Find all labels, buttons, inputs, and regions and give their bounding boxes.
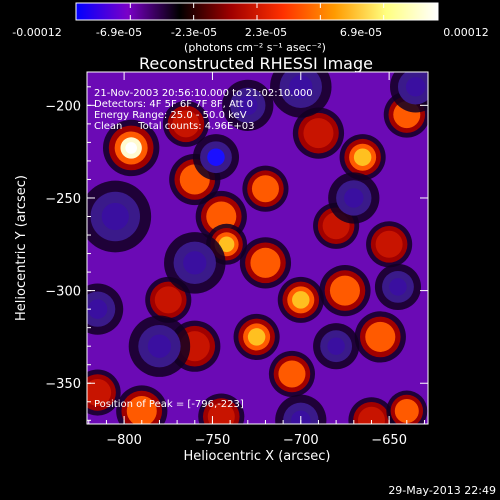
y-tick-label: −250 [45,192,81,207]
heatmap-blob [247,328,266,346]
heatmap-blob [238,95,258,116]
heatmap-blob [405,77,426,97]
heatmap-blob [283,365,301,383]
heatmap-blob [172,110,200,138]
heatmap-blob [101,202,129,231]
x-axis-label: Heliocentric X (arcsec) [184,449,331,464]
colorbar-tick-label: 0.00012 [443,26,489,39]
heatmap-blob [303,118,334,149]
heatmap-blob-peak [125,142,138,154]
peak-position-label: Position of Peak = [-796,-223] [94,399,244,410]
colorbar-tick-label: -6.9e-05 [96,26,142,39]
colorbar-tick-label: -0.00012 [12,26,61,39]
y-axis-label: Heliocentric Y (arcsec) [14,175,29,321]
heatmap-blob [185,169,205,190]
x-tick-label: −800 [106,433,142,448]
annotation-line: 21-Nov-2003 20:56:10.000 to 21:02:10.000 [94,88,313,99]
heatmap-blob [389,278,407,296]
heatmap-blob [357,406,385,424]
annotation-line: Energy Range: 25.0 - 50.0 keV [94,110,247,121]
heatmap-blob [147,334,172,358]
colorbar-tick-label: 2.3e-05 [245,26,287,39]
heatmap-blob [353,148,372,166]
y-tick-label: −350 [45,377,81,392]
heatmap-blob [370,327,391,347]
footer-timestamp: 29-May-2013 22:49 [388,484,496,497]
colorbar-ticks [129,3,385,20]
heatmap-blob [218,236,235,253]
heatmap-blob [255,253,276,273]
heatmap-blob [289,75,313,99]
x-tick-label: −750 [195,433,231,448]
heatmap-blob [207,148,225,166]
heatmap-blob [183,251,207,275]
colorbar-unit-label: (photons cm⁻² s⁻¹ asec⁻²) [184,41,326,54]
heatmap-blob [327,337,345,355]
y-tick-label: −200 [45,99,81,114]
heatmap-blob [292,291,310,309]
heatmap-blob [87,299,108,319]
colorbar-tick-label: 6.9e-05 [340,26,382,39]
heatmap [87,72,428,424]
heatmap-blob [375,230,403,258]
heatmap-blob [344,188,364,208]
colorbar-tick-label: -2.3e-05 [171,26,217,39]
heatmap-blob [399,403,415,419]
chart-title: Reconstructed RHESSI Image [139,54,373,73]
heatmap-blob [256,179,275,198]
heatmap-blob [335,280,355,301]
y-axis-ticks: −200 −250 −300 −350 [45,86,428,421]
colorbar: -0.00012 -6.9e-05 -2.3e-05 2.3e-05 6.9e-… [12,2,489,54]
annotation-line: Clean Total counts: 4.96E+03 [94,121,254,132]
annotation-line: Detectors: 4F 5F 6F 7F 8F, Att 0 [94,99,253,110]
heatmap-blob [132,401,152,421]
plot-area [87,72,428,424]
plot-frame [86,71,429,425]
x-tick-label: −700 [283,433,319,448]
x-axis-ticks: −800 −750 −700 −650 [88,72,425,448]
heatmap-blob [87,378,112,407]
heatmap-blob [154,286,182,314]
heatmap-blob [207,403,235,424]
heatmap-blob [211,206,231,227]
y-tick-label: −300 [45,285,81,300]
x-tick-label: −650 [371,433,407,448]
